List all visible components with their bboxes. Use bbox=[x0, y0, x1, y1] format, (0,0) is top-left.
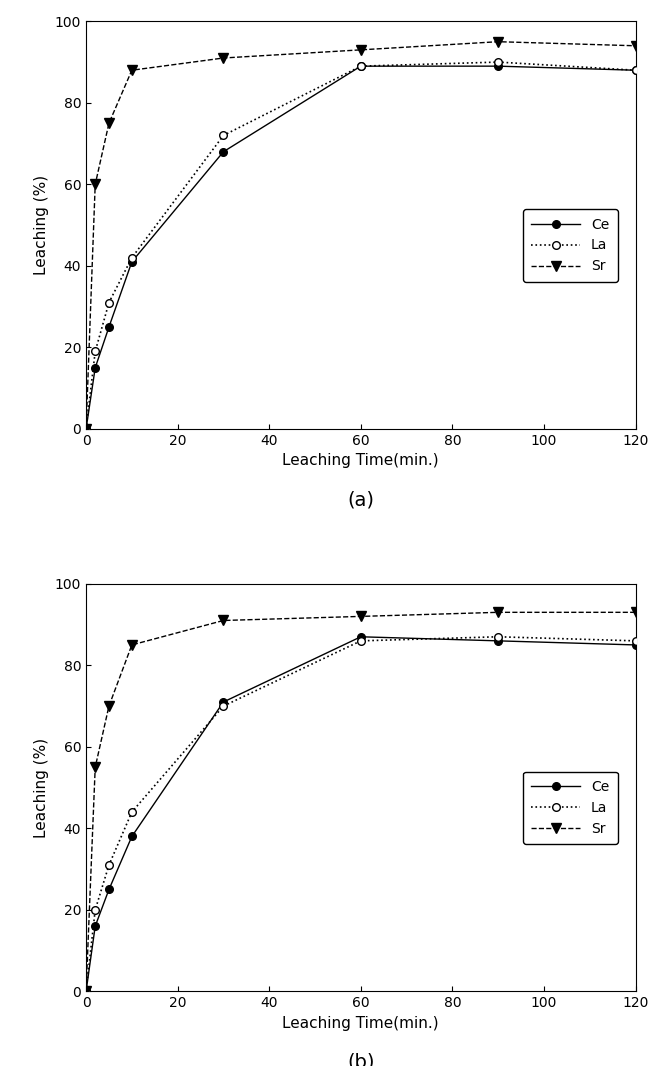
X-axis label: Leaching Time(min.): Leaching Time(min.) bbox=[283, 453, 439, 468]
Sr bbox=[91, 761, 99, 774]
Ce bbox=[220, 145, 228, 158]
Ce bbox=[105, 321, 113, 334]
Sr bbox=[632, 605, 639, 618]
Legend: Ce, La, Sr: Ce, La, Sr bbox=[523, 772, 618, 844]
Ce bbox=[128, 256, 136, 269]
Sr bbox=[494, 35, 502, 48]
La bbox=[91, 904, 99, 917]
Legend: Ce, La, Sr: Ce, La, Sr bbox=[523, 209, 618, 281]
La bbox=[105, 858, 113, 871]
La bbox=[128, 806, 136, 819]
Ce bbox=[105, 883, 113, 895]
Sr bbox=[128, 64, 136, 77]
Line: La: La bbox=[82, 59, 639, 433]
Ce bbox=[91, 361, 99, 374]
Y-axis label: Leaching (%): Leaching (%) bbox=[34, 175, 49, 275]
La bbox=[220, 699, 228, 712]
Line: Ce: Ce bbox=[82, 633, 639, 996]
Line: Ce: Ce bbox=[82, 62, 639, 433]
La bbox=[494, 630, 502, 643]
La bbox=[357, 634, 365, 647]
Ce bbox=[632, 639, 639, 651]
Ce bbox=[494, 60, 502, 72]
La bbox=[632, 634, 639, 647]
Ce bbox=[357, 60, 365, 72]
La bbox=[128, 252, 136, 264]
Sr bbox=[82, 422, 90, 435]
Line: Sr: Sr bbox=[81, 608, 640, 997]
Sr bbox=[105, 117, 113, 130]
Ce bbox=[82, 985, 90, 998]
Sr bbox=[494, 605, 502, 618]
Ce bbox=[632, 64, 639, 77]
Sr bbox=[632, 39, 639, 52]
Sr bbox=[128, 639, 136, 651]
Ce bbox=[494, 634, 502, 647]
Sr bbox=[357, 610, 365, 623]
Text: (a): (a) bbox=[348, 490, 374, 510]
Sr bbox=[357, 44, 365, 56]
Sr bbox=[220, 51, 228, 64]
Ce bbox=[220, 696, 228, 709]
La bbox=[91, 345, 99, 358]
Sr bbox=[220, 614, 228, 627]
Ce bbox=[82, 422, 90, 435]
La bbox=[494, 55, 502, 68]
Ce bbox=[91, 920, 99, 933]
La bbox=[105, 296, 113, 309]
Line: Sr: Sr bbox=[81, 37, 640, 434]
La bbox=[357, 60, 365, 72]
Y-axis label: Leaching (%): Leaching (%) bbox=[34, 738, 49, 838]
La bbox=[82, 985, 90, 998]
Sr bbox=[82, 985, 90, 998]
X-axis label: Leaching Time(min.): Leaching Time(min.) bbox=[283, 1016, 439, 1031]
Text: (b): (b) bbox=[347, 1052, 375, 1066]
La bbox=[82, 422, 90, 435]
La bbox=[220, 129, 228, 142]
La bbox=[632, 64, 639, 77]
Ce bbox=[128, 830, 136, 843]
Sr bbox=[91, 178, 99, 191]
Line: La: La bbox=[82, 633, 639, 996]
Ce bbox=[357, 630, 365, 643]
Sr bbox=[105, 699, 113, 712]
